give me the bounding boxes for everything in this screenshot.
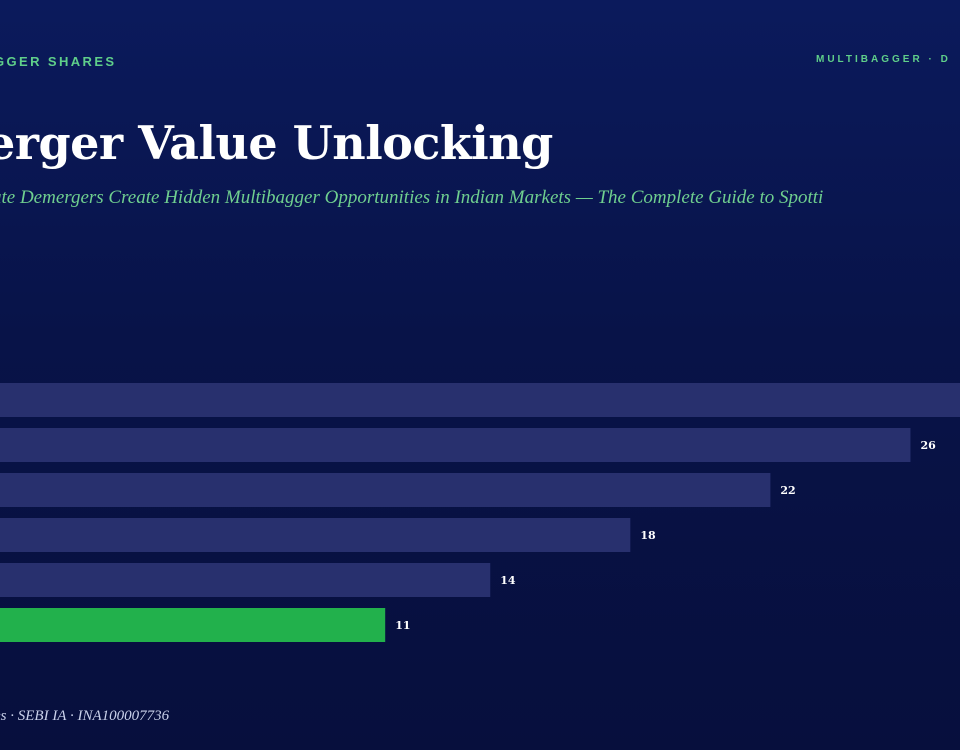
bar-value-label-4: 14 xyxy=(500,574,516,587)
page-subtitle: ate Demergers Create Hidden Multibagger … xyxy=(0,187,824,208)
bar-value-label-1: 26 xyxy=(920,439,936,452)
bar-group: 26 22 18 14 11 xyxy=(0,383,960,642)
page-title: erger Value Unlocking xyxy=(0,116,553,170)
bar-1 xyxy=(0,428,911,462)
bar-2 xyxy=(0,473,771,507)
bar-3 xyxy=(0,518,631,552)
bar-value-label-3: 18 xyxy=(640,529,656,542)
section-label: MULTIBAGGER · D xyxy=(816,54,951,65)
bar-0 xyxy=(0,383,960,417)
brand-label: GGER SHARES xyxy=(0,54,117,69)
bar-value-label-5: 11 xyxy=(395,619,410,632)
bar-4 xyxy=(0,563,491,597)
bar-value-label-2: 22 xyxy=(780,484,795,497)
bar-5 xyxy=(0,608,386,642)
footer-disclaimer: es · SEBI IA · INA100007736 xyxy=(0,708,170,724)
